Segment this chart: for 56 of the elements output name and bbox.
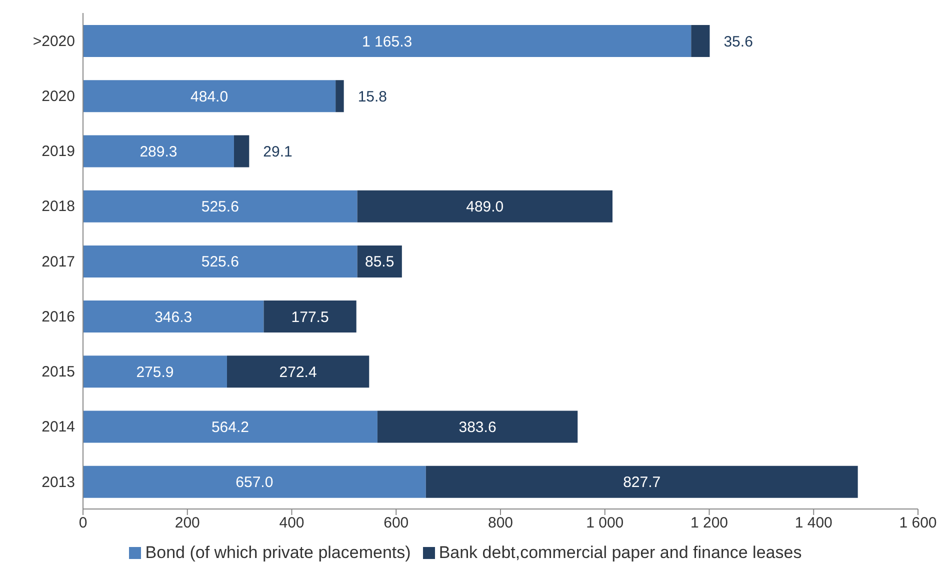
bar bbox=[83, 80, 336, 112]
x-tick-label: 1 200 bbox=[690, 514, 728, 532]
x-tick-label: 400 bbox=[279, 514, 304, 532]
y-tick-label: >2020 bbox=[32, 32, 75, 50]
data-label: 29.1 bbox=[263, 143, 292, 160]
bar bbox=[83, 190, 358, 222]
x-tick-label: 800 bbox=[488, 514, 514, 532]
bar bbox=[83, 245, 358, 278]
bar bbox=[691, 25, 710, 57]
data-label: 177.5 bbox=[291, 308, 329, 326]
y-tick-label: 2015 bbox=[42, 364, 75, 381]
bar bbox=[377, 410, 578, 443]
bar bbox=[357, 245, 402, 278]
bar bbox=[357, 190, 612, 222]
data-label: 525.6 bbox=[201, 198, 239, 216]
legend-label: Bank debt,commercial paper and finance leases bbox=[438, 543, 802, 563]
data-label: 275.9 bbox=[136, 364, 174, 381]
bar bbox=[336, 80, 344, 112]
y-tick-label: 2013 bbox=[42, 474, 75, 491]
y-tick-label: 2017 bbox=[42, 253, 75, 270]
bar bbox=[226, 356, 370, 388]
data-label: 383.6 bbox=[458, 419, 496, 436]
bar bbox=[83, 135, 234, 168]
data-label: 484.0 bbox=[190, 88, 228, 106]
legend-label: Bond (of which private placements) bbox=[144, 543, 411, 563]
bar bbox=[264, 300, 356, 333]
data-label: 346.3 bbox=[154, 308, 192, 326]
data-label: 489.0 bbox=[466, 198, 504, 216]
bar bbox=[83, 25, 692, 57]
y-tick-label: 2016 bbox=[42, 308, 75, 326]
bar bbox=[83, 410, 378, 443]
x-tick-label: 200 bbox=[174, 514, 200, 532]
data-label: 35.6 bbox=[724, 33, 753, 50]
data-label: 827.7 bbox=[623, 474, 661, 492]
y-tick-label: 2014 bbox=[42, 418, 75, 436]
bar bbox=[83, 466, 426, 498]
x-tick-label: 600 bbox=[384, 514, 409, 532]
bar bbox=[83, 356, 227, 388]
x-tick-label: 1 000 bbox=[586, 514, 624, 532]
data-label: 525.6 bbox=[201, 254, 239, 271]
data-label: 85.5 bbox=[365, 254, 394, 271]
y-tick-label: 2019 bbox=[42, 143, 75, 160]
data-label: 289.3 bbox=[140, 143, 178, 160]
data-label: 564.2 bbox=[211, 419, 249, 436]
x-tick-label: 1 600 bbox=[899, 514, 937, 532]
y-tick-label: 2020 bbox=[42, 88, 75, 105]
x-tick-label: 0 bbox=[78, 514, 88, 532]
bar bbox=[83, 300, 264, 333]
x-tick-label: 1 400 bbox=[794, 514, 832, 532]
data-label: 657.0 bbox=[236, 474, 274, 492]
data-label: 272.4 bbox=[279, 364, 317, 381]
bar bbox=[234, 135, 250, 168]
y-tick-label: 2018 bbox=[42, 198, 75, 216]
data-label: 15.8 bbox=[358, 88, 388, 106]
data-label: 1 165.3 bbox=[362, 33, 412, 50]
bar bbox=[426, 466, 858, 498]
